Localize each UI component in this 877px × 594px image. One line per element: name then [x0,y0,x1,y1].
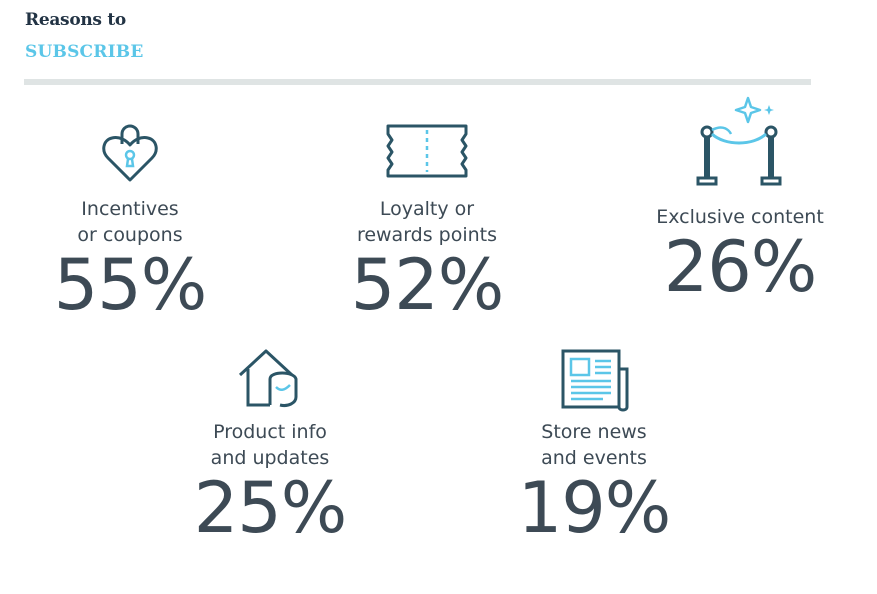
stat-value: 26% [663,226,818,308]
stat-loyalty: Loyalty or rewards points 52% [327,118,527,320]
newspaper-icon [561,349,629,412]
stat-store-news: Store news and events 19% [494,345,694,543]
title-subscribe: SUBSCRIBE [25,42,144,62]
stat-label: Loyalty or rewards points [356,198,498,246]
stat-label: Store news and events [541,421,647,469]
stat-value: 25% [193,467,348,549]
stat-value: 55% [53,244,208,326]
stat-label: Product info and updates [210,421,330,469]
stat-incentives: Incentives or coupons 55% [30,118,230,320]
heart-lock-icon [102,124,158,182]
stat-value: 52% [350,244,505,326]
stat-label: Incentives or coupons [77,198,183,246]
stat-exclusive: Exclusive content 26% [640,94,840,302]
ticket-icon [386,124,468,178]
header-divider [24,79,811,85]
title-reasons-to: Reasons to [25,10,126,30]
stat-value: 19% [517,467,672,549]
velvet-rope-icon [696,96,782,186]
stat-label: Exclusive content [656,206,824,228]
stat-product-info: Product info and updates 25% [170,345,370,543]
house-arrow-icon [238,349,298,407]
